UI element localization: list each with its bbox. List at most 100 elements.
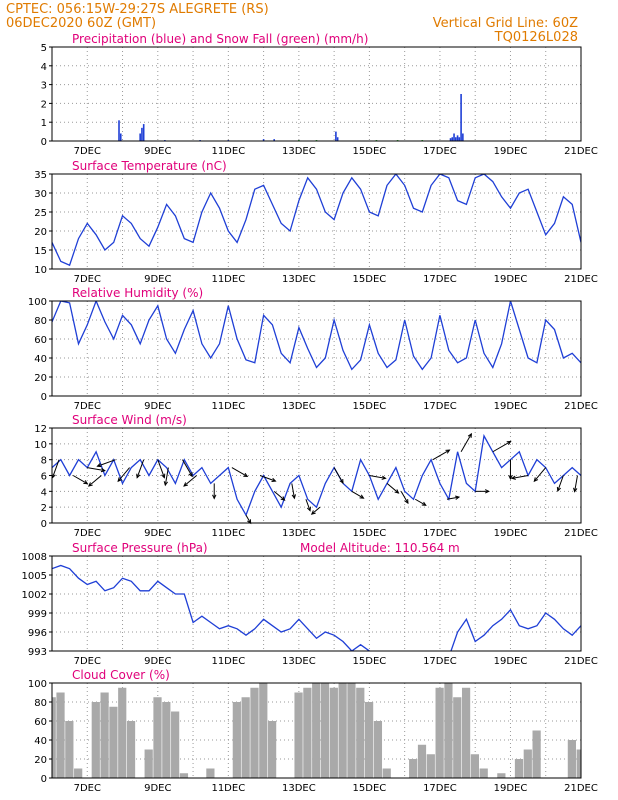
cloud-cover-bar (523, 749, 532, 778)
humidity-xtick-label: 19DEC (494, 401, 528, 412)
precipitation-bar (453, 133, 455, 141)
cloud-cover-bar (382, 768, 391, 778)
precipitation-ytick-label: 3 (41, 81, 47, 92)
cloud-cover-bar (444, 683, 453, 778)
cloud-cover-xtick-label: 7DEC (74, 783, 101, 794)
wind-xtick-label: 9DEC (144, 528, 171, 539)
wind-arrow (369, 475, 387, 480)
cloud-cover-xtick-label: 17DEC (423, 783, 457, 794)
wind-arrow (117, 467, 130, 483)
cloud-cover-bar (356, 687, 365, 778)
cloud-cover-bar (268, 721, 277, 778)
cloud-cover-bar (417, 744, 427, 778)
cloud-cover-bar (118, 687, 127, 778)
cloud-cover-frame (51, 682, 582, 779)
wind-arrow (87, 475, 102, 487)
precipitation-xtick-label: 17DEC (423, 146, 457, 157)
precipitation-xtick-label: 11DEC (211, 146, 245, 157)
humidity-title: Relative Humidity (%) (72, 286, 203, 300)
cloud-cover-bar (232, 702, 241, 778)
humidity-series-line (52, 301, 581, 371)
wind-arrow (231, 467, 249, 478)
precipitation-bar (451, 137, 454, 141)
cloud-cover-ytick-label: 100 (28, 679, 47, 690)
wind-panel: 0 2 4 6 8 10 12 Surface Wind (m/s) 7DEC 9DEC 11DEC… (34, 413, 598, 539)
cloud-cover-bar (479, 768, 488, 778)
pressure-ytick-label: 1005 (22, 571, 47, 582)
pressure-xtick-label: 11DEC (211, 656, 245, 667)
wind-arrow (259, 475, 277, 483)
temperature-xtick-label: 7DEC (74, 274, 101, 285)
wind-arrow (310, 506, 321, 515)
wind-arrow (273, 490, 286, 501)
cloud-cover-title: Cloud Cover (%) (72, 668, 170, 682)
temperature-ytick-label: 15 (34, 246, 47, 257)
header-station: CPTEC: 056:15W-29:27S ALEGRETE (RS) (6, 2, 269, 17)
pressure-xtick-label: 9DEC (144, 656, 171, 667)
wind-arrow (212, 483, 217, 500)
precipitation-bar (142, 124, 145, 141)
temperature-ytick-label: 30 (34, 189, 47, 200)
wind-arrow (475, 489, 490, 494)
wind-arrow (87, 467, 106, 473)
humidity-ytick-label: 20 (34, 373, 47, 384)
wind-frame (51, 427, 582, 524)
cloud-cover-xtick-label: 9DEC (144, 783, 171, 794)
cloud-cover-bar (91, 702, 100, 778)
cloud-cover-ytick-label: 60 (34, 717, 47, 728)
precipitation-bar (335, 131, 337, 141)
pressure-xtick-label: 7DEC (74, 656, 101, 667)
humidity-ytick-label: 80 (34, 316, 47, 327)
header-model-id: TQ0126L028 (494, 30, 578, 45)
temperature-frame (51, 173, 582, 270)
precipitation-xtick-label: 13DEC (282, 146, 316, 157)
temperature-title: Surface Temperature (nC) (72, 159, 227, 173)
cloud-cover-bar (303, 687, 312, 778)
wind-arrow (72, 475, 89, 485)
wind-arrow (386, 483, 400, 494)
humidity-xtick-label: 9DEC (144, 401, 171, 412)
cloud-cover-bar (338, 683, 347, 778)
wind-arrow (183, 475, 197, 487)
cloud-cover-bar (567, 740, 576, 778)
precipitation-bar (460, 94, 462, 141)
precipitation-bar (455, 137, 457, 141)
wind-xtick-label: 17DEC (423, 528, 457, 539)
humidity-ytick-label: 60 (34, 335, 47, 346)
cloud-cover-xtick-label: 13DEC (282, 783, 316, 794)
precipitation-xtick-label: 9DEC (144, 146, 171, 157)
cloud-cover-bar (162, 702, 171, 778)
wind-arrow (492, 440, 512, 453)
precipitation-bar (141, 127, 143, 141)
wind-series-line (52, 433, 581, 517)
precipitation-bar (336, 137, 339, 141)
wind-xtick-label: 13DEC (282, 528, 316, 539)
cloud-cover-bar (409, 759, 418, 778)
wind-xtick-label: 21DEC (564, 528, 598, 539)
cloud-cover-bar (470, 754, 480, 778)
cloud-cover-bar (241, 697, 250, 778)
wind-arrow (414, 498, 427, 506)
cloud-cover-xtick-label: 11DEC (211, 783, 245, 794)
wind-arrow (351, 490, 365, 499)
cloud-cover-ytick-label: 0 (41, 774, 47, 785)
wind-arrow (400, 491, 409, 505)
wind-ytick-label: 12 (34, 424, 47, 435)
pressure-xtick-label: 21DEC (564, 656, 598, 667)
humidity-xtick-label: 13DEC (282, 401, 316, 412)
cloud-cover-bar (74, 768, 83, 778)
pressure-ytick-label: 996 (28, 628, 47, 639)
cloud-cover-bar (259, 683, 268, 778)
pressure-ytick-label: 999 (28, 609, 47, 620)
precipitation-panel: 0 1 2 3 4 5 Precipitation (blue) and Snow Fall… (41, 32, 598, 157)
cloud-cover-xtick-label: 21DEC (564, 783, 598, 794)
cloud-cover-xtick-label: 19DEC (494, 783, 528, 794)
precipitation-bar (456, 135, 459, 141)
temperature-xtick-label: 17DEC (423, 274, 457, 285)
precipitation-title: Precipitation (blue) and Snow Fall (gree… (72, 32, 368, 46)
humidity-xtick-label: 17DEC (423, 401, 457, 412)
wind-arrow (136, 459, 145, 479)
wind-xtick-label: 19DEC (494, 528, 528, 539)
temperature-xtick-label: 21DEC (564, 274, 598, 285)
pressure-annotation: Model Altitude: 110.564 m (300, 541, 460, 555)
